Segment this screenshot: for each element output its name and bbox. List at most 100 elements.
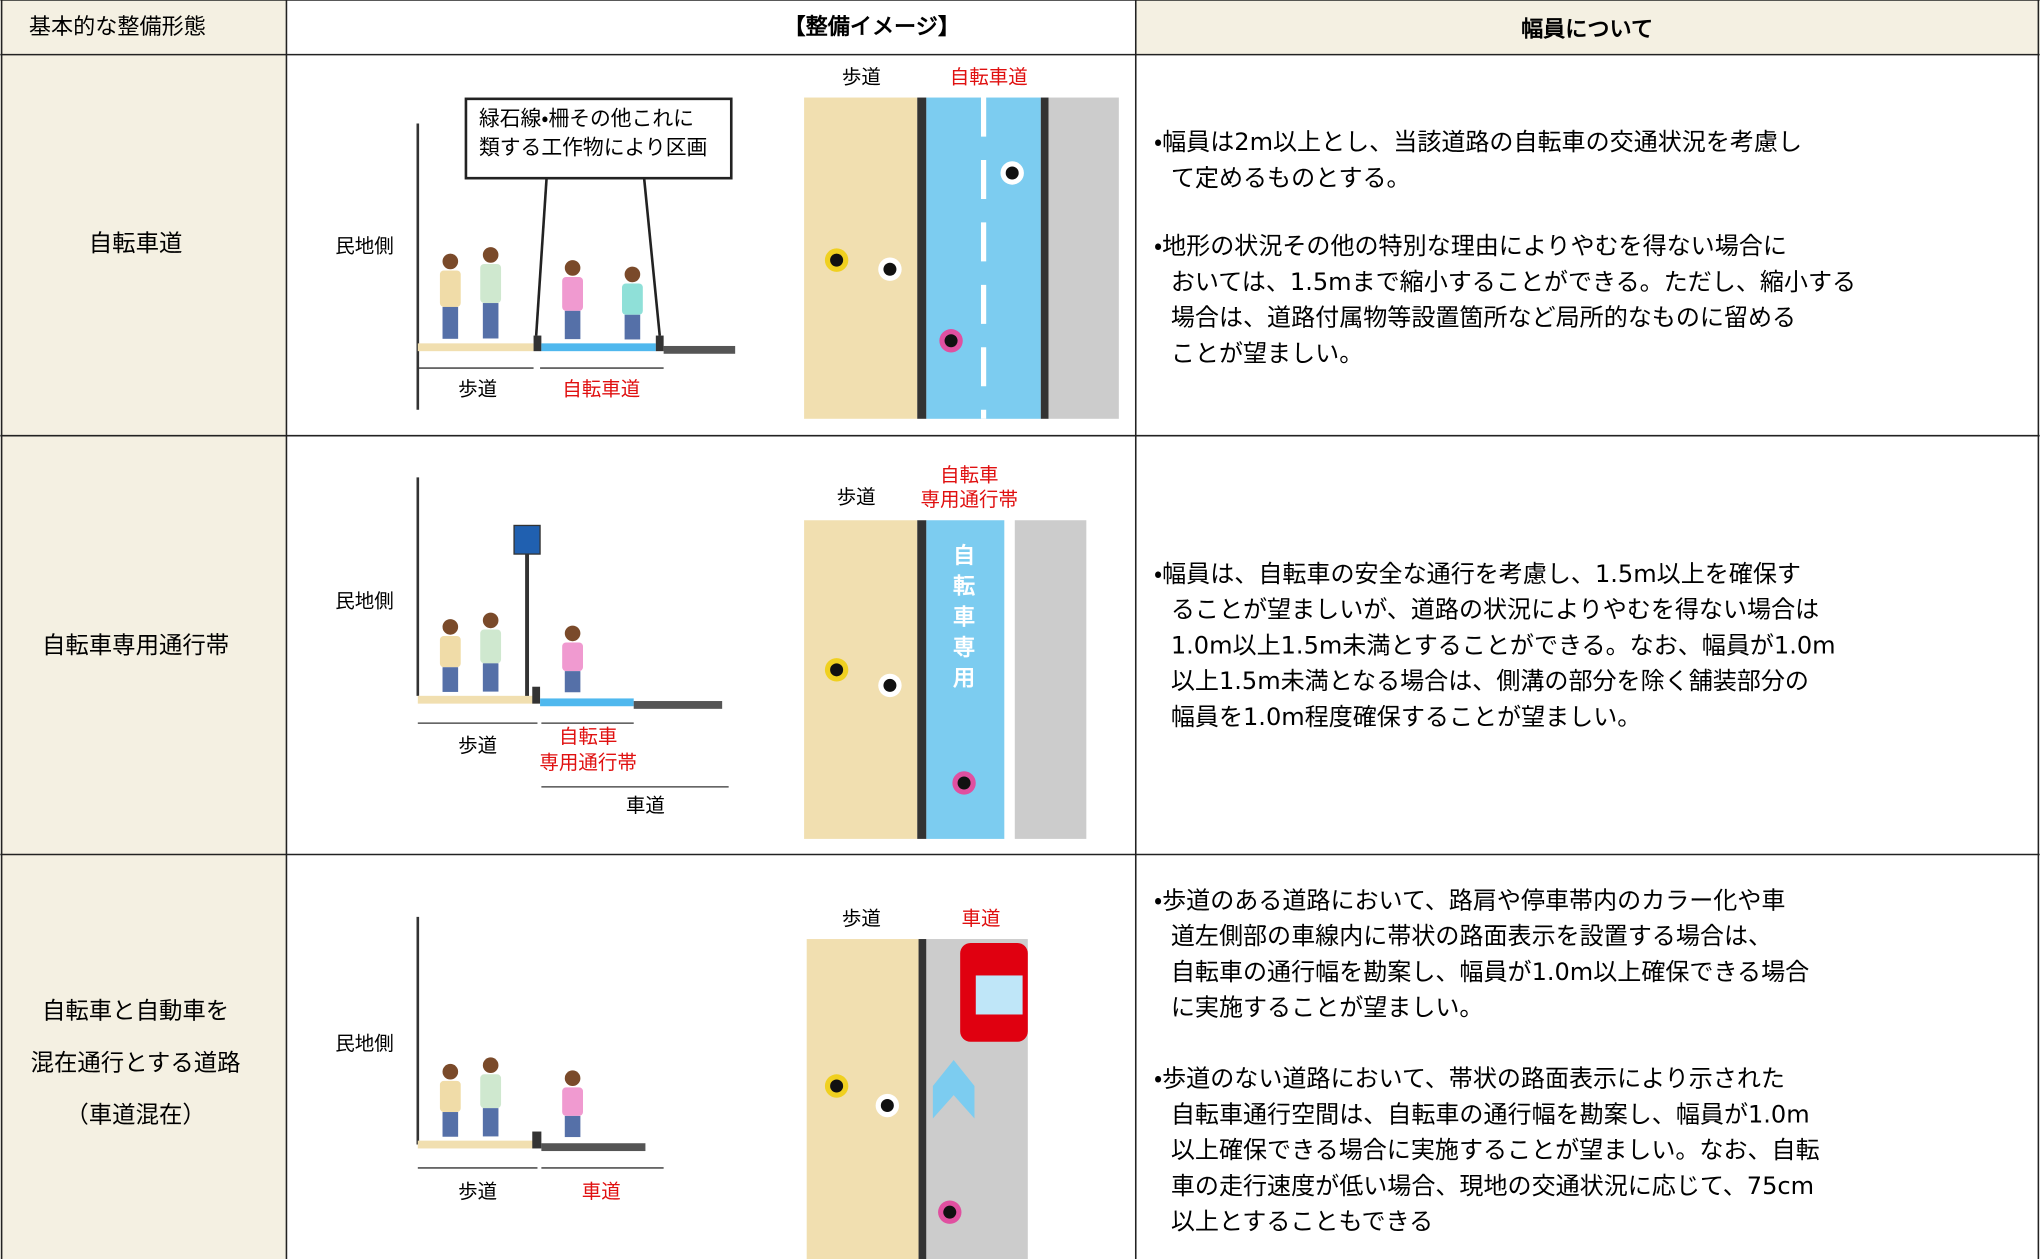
note-line: 道左側部の車線内に帯状の路面表示を設置する場合は、 bbox=[1171, 922, 1772, 950]
top-head bbox=[830, 1079, 844, 1093]
label: 車道 bbox=[626, 794, 665, 817]
head bbox=[564, 260, 581, 276]
figure bbox=[622, 266, 643, 340]
note-line: ・歩道のない道路において、帯状の路面表示により示された bbox=[1154, 1065, 1785, 1093]
note-line: おいては、1.5mまで縮小することができる。ただし、縮小する bbox=[1171, 268, 1856, 296]
body bbox=[480, 264, 502, 304]
note-line: て定めるものとする。 bbox=[1171, 164, 1411, 192]
head bbox=[624, 266, 641, 283]
figure bbox=[439, 619, 461, 692]
top-head bbox=[830, 253, 844, 267]
head bbox=[564, 625, 581, 642]
legs bbox=[564, 1115, 581, 1138]
legs bbox=[624, 314, 641, 340]
lane-char: 転 bbox=[953, 574, 975, 600]
label: 車道 bbox=[582, 1180, 621, 1203]
plan-illustration bbox=[804, 520, 1087, 839]
people bbox=[439, 161, 1024, 1224]
legs bbox=[482, 663, 499, 692]
body bbox=[439, 636, 461, 668]
section-illustration bbox=[416, 916, 664, 1169]
legs bbox=[564, 310, 581, 340]
legs bbox=[482, 303, 499, 339]
head bbox=[482, 612, 499, 629]
top-head bbox=[1005, 166, 1019, 180]
form-column bbox=[0, 0, 287, 1259]
body bbox=[562, 1087, 583, 1116]
note-line: ることが望ましいが、道路の状況によりやむを得ない場合は bbox=[1171, 596, 1819, 624]
head bbox=[442, 253, 459, 270]
label: 民地側 bbox=[335, 1032, 394, 1055]
head bbox=[442, 1063, 459, 1080]
figure bbox=[562, 260, 583, 340]
label: 自転車道 bbox=[950, 66, 1028, 89]
figure bbox=[439, 253, 461, 339]
note-line: 以上1.5m未満となる場合は、側溝の部分を除く舗装部分の bbox=[1171, 667, 1809, 695]
note-line: 場合は、道路付属物等設置箇所など局所的なものに留める bbox=[1171, 304, 1796, 332]
note-line: ・歩道のある道路において、路肩や停車帯内のカラー化や車 bbox=[1154, 886, 1785, 914]
top-head bbox=[883, 678, 897, 692]
top-head bbox=[943, 1205, 957, 1219]
form-label: （車道混在） bbox=[65, 1100, 205, 1128]
legs bbox=[564, 671, 581, 693]
note-line: に実施することが望ましい。 bbox=[1171, 994, 1484, 1022]
body bbox=[562, 277, 583, 311]
figure bbox=[562, 1070, 583, 1138]
label: 自転車 bbox=[559, 725, 618, 748]
head bbox=[482, 1057, 499, 1074]
form-label: 自転車と自動車を bbox=[42, 996, 229, 1024]
top-head bbox=[883, 262, 897, 276]
label: 車道 bbox=[961, 907, 1000, 930]
label: 自転車道 bbox=[562, 378, 640, 401]
body bbox=[439, 1080, 461, 1113]
section-illustration bbox=[416, 477, 729, 788]
note-line: ・幅員は、自転車の安全な通行を考慮し、1.5m以上を確保す bbox=[1154, 560, 1801, 588]
head bbox=[564, 1070, 581, 1087]
note-line: 1.0m以上1.5m未満とすることができる。なお、幅員が1.0m bbox=[1171, 631, 1836, 659]
label: 民地側 bbox=[335, 235, 394, 258]
note-line: ・地形の状況その他の特別な理由によりやむを得ない場合に bbox=[1154, 232, 1787, 260]
lane-text: 自転車専用 bbox=[953, 543, 975, 691]
figure bbox=[480, 247, 502, 339]
note-line: 幅員を1.0m程度確保することが望ましい。 bbox=[1171, 703, 1641, 731]
top-head bbox=[880, 1099, 894, 1113]
lane-char: 専 bbox=[953, 635, 975, 661]
legs bbox=[442, 306, 459, 339]
label: 民地側 bbox=[335, 590, 394, 613]
form-label: 自転車専用通行帯 bbox=[42, 631, 229, 659]
body bbox=[480, 629, 502, 664]
head bbox=[482, 247, 499, 263]
body bbox=[439, 270, 461, 307]
legs bbox=[442, 1112, 459, 1137]
figure bbox=[439, 1063, 461, 1137]
top-head bbox=[830, 663, 844, 677]
legs bbox=[442, 667, 459, 692]
label: 歩道 bbox=[842, 66, 881, 89]
plan-illustration bbox=[804, 97, 1119, 419]
callout: 緑石線・柵その他これに bbox=[479, 107, 694, 131]
note-line: 自転車通行空間は、自転車の通行幅を勘案し、幅員が1.0m bbox=[1171, 1100, 1810, 1128]
label: 専用通行帯 bbox=[921, 488, 1019, 511]
label: 歩道 bbox=[458, 734, 497, 757]
lane-char: 用 bbox=[953, 665, 975, 691]
label: 自転車 bbox=[940, 464, 999, 487]
header: 基本的な整備形態 bbox=[29, 14, 206, 40]
figure bbox=[480, 612, 502, 692]
note-line: 以上とすることもできる bbox=[1171, 1208, 1433, 1236]
label: 歩道 bbox=[458, 1180, 497, 1203]
label: 歩道 bbox=[458, 378, 497, 401]
section-illustration bbox=[416, 97, 736, 410]
lane-char: 自 bbox=[953, 543, 975, 569]
top-head bbox=[944, 334, 958, 348]
label: 歩道 bbox=[837, 486, 876, 509]
figure bbox=[480, 1057, 502, 1137]
header: 幅員について bbox=[1521, 16, 1653, 42]
label: 歩道 bbox=[842, 907, 881, 930]
note-line: 車の走行速度が低い場合、現地の交通状況に応じて、75cm bbox=[1171, 1172, 1814, 1200]
note-line: ・幅員は2m以上とし、当該道路の自転車の交通状況を考慮し bbox=[1154, 128, 1802, 156]
form-label: 自転車道 bbox=[89, 229, 183, 257]
note-line: 以上確保できる場合に実施することが望ましい。なお、自転 bbox=[1171, 1136, 1820, 1164]
body bbox=[562, 642, 583, 672]
